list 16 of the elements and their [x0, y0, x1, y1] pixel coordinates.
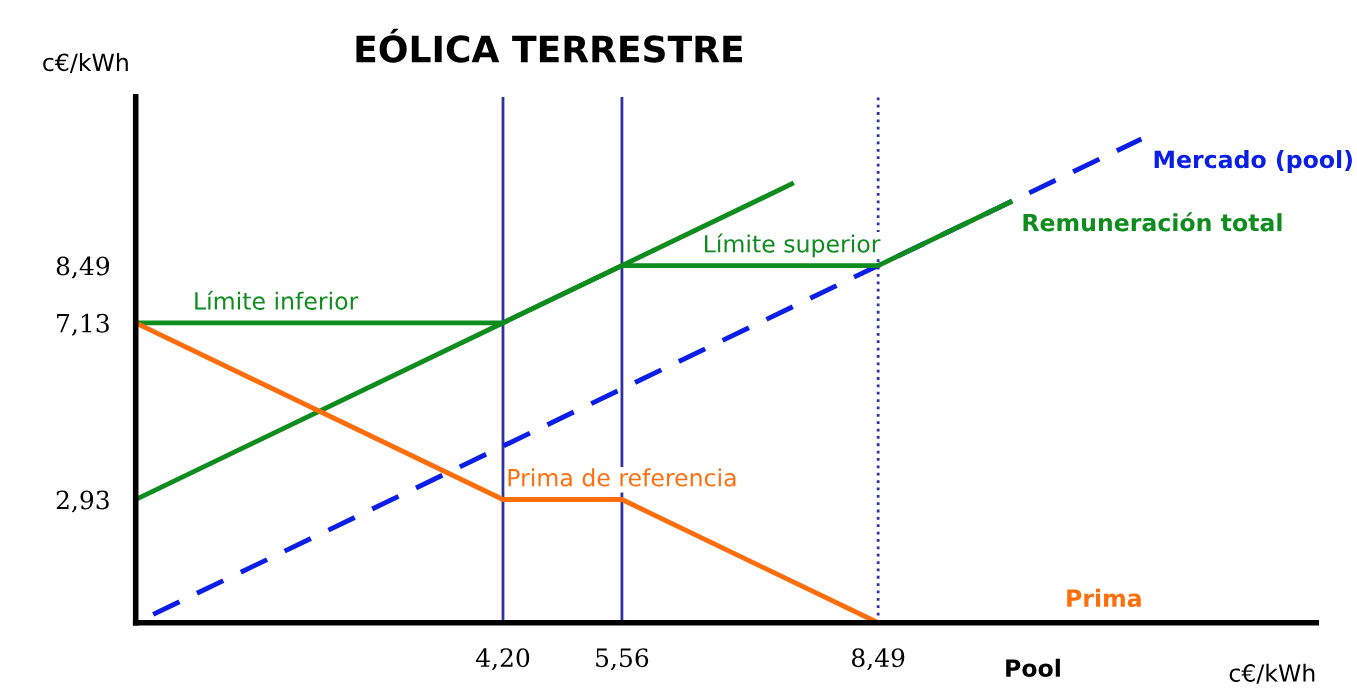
annotation: Límite superior [705, 233, 881, 258]
text: Pool [1006, 658, 1060, 677]
series-label: Mercado (pool) [1154, 150, 1352, 173]
x-tick-label: 4,20 [475, 648, 530, 671]
series-label: Prima [1067, 588, 1141, 608]
x-tick-label: 8,49 [852, 648, 905, 671]
x-axis-title: c€/kWh [1229, 663, 1315, 684]
y-tick-label: 7,13 [57, 313, 109, 336]
chart-title: EÓLICA TERRESTRE [356, 28, 743, 63]
series-label: Remuneración total [1023, 212, 1282, 232]
y-axis-title: c€/kWh [43, 52, 128, 74]
x-tick-label: 5,56 [596, 648, 649, 671]
y-tick-label: 2,93 [56, 490, 109, 513]
y-tick-label: 8,49 [56, 256, 110, 279]
annotation: Prima de referencia [508, 468, 736, 487]
annotation: Límite inferior [195, 290, 359, 310]
